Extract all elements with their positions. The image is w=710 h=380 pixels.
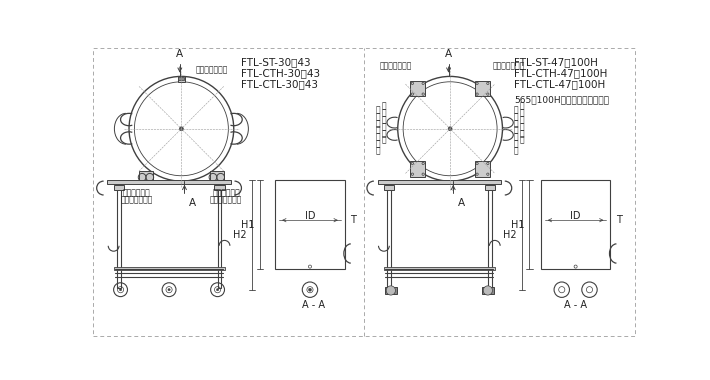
Text: 在: 在	[376, 112, 380, 121]
Text: ト: ト	[520, 108, 524, 117]
Bar	[114, 267, 224, 271]
Text: ト: ト	[381, 108, 386, 117]
Text: T: T	[350, 215, 356, 225]
Text: A - A: A - A	[564, 300, 587, 310]
Text: H2: H2	[233, 230, 247, 240]
Circle shape	[386, 286, 395, 295]
Text: A: A	[458, 198, 465, 208]
Text: H1: H1	[241, 220, 255, 230]
Circle shape	[168, 288, 170, 291]
Text: タ: タ	[513, 140, 518, 149]
Bar	[475, 81, 490, 97]
Text: FTL-ST-30～43: FTL-ST-30～43	[241, 57, 310, 67]
Text: パ: パ	[520, 122, 524, 131]
Bar	[384, 185, 394, 190]
Text: パ: パ	[381, 122, 386, 131]
Text: A: A	[189, 198, 196, 208]
Text: タ: タ	[376, 140, 380, 149]
Bar	[139, 171, 153, 182]
Bar	[410, 161, 425, 176]
Text: ス: ス	[381, 101, 386, 110]
Text: キ: キ	[376, 119, 380, 128]
Text: T: T	[616, 215, 621, 225]
Text: ID: ID	[570, 211, 581, 221]
Circle shape	[448, 127, 452, 131]
Text: ッ: ッ	[520, 115, 524, 124]
Text: ー: ー	[513, 147, 518, 155]
Text: 自: 自	[513, 105, 518, 114]
Circle shape	[180, 127, 183, 131]
Bar	[210, 171, 224, 182]
Bar	[387, 188, 391, 288]
Text: ャ: ャ	[513, 126, 518, 135]
Text: 在: 在	[513, 112, 518, 121]
Text: ャ: ャ	[376, 126, 380, 135]
Bar	[485, 185, 495, 190]
Text: A: A	[176, 49, 183, 59]
Text: 固定キャスター: 固定キャスター	[493, 61, 525, 70]
Bar	[541, 180, 611, 269]
Bar	[481, 287, 494, 294]
Circle shape	[119, 288, 121, 291]
Bar	[488, 188, 492, 288]
Text: ID: ID	[305, 211, 315, 221]
Text: ス: ス	[376, 133, 380, 142]
Text: FTL-CTL-30～43: FTL-CTL-30～43	[241, 79, 317, 89]
Bar	[114, 185, 124, 190]
Text: H1: H1	[510, 220, 524, 230]
Bar	[275, 180, 344, 269]
Text: FTL-CTL-47～100H: FTL-CTL-47～100H	[514, 79, 606, 89]
Text: ストッパー付: ストッパー付	[212, 189, 240, 198]
Circle shape	[217, 288, 219, 291]
Text: 付: 付	[381, 136, 386, 145]
Circle shape	[308, 288, 312, 291]
Text: 付: 付	[520, 136, 524, 145]
Text: ー: ー	[376, 147, 380, 155]
Text: ッ: ッ	[381, 115, 386, 124]
Text: ストッパー付: ストッパー付	[123, 189, 151, 198]
Text: A: A	[445, 49, 452, 59]
Text: FTL-ST-47～100H: FTL-ST-47～100H	[514, 57, 598, 67]
Bar	[214, 185, 224, 190]
Bar	[116, 188, 121, 288]
Text: キ: キ	[513, 119, 518, 128]
Text: H2: H2	[503, 230, 516, 240]
Bar	[410, 81, 425, 97]
Bar	[384, 267, 495, 271]
Text: ー: ー	[520, 129, 524, 138]
Text: A - A: A - A	[302, 300, 325, 310]
Text: FTL-CTH-47～100H: FTL-CTH-47～100H	[514, 68, 607, 78]
Bar	[475, 161, 490, 176]
Circle shape	[484, 286, 493, 295]
Text: 自在キャスター: 自在キャスター	[195, 66, 228, 75]
Text: 自在キャスター: 自在キャスター	[210, 196, 242, 205]
Text: 自: 自	[376, 105, 380, 114]
Bar	[107, 180, 231, 184]
Text: 565～100Hサイズは取っ手無し: 565～100Hサイズは取っ手無し	[514, 95, 609, 104]
Text: 自在キャスター: 自在キャスター	[121, 196, 153, 205]
Text: ス: ス	[520, 101, 524, 110]
Text: ス: ス	[513, 133, 518, 142]
Bar	[217, 188, 222, 288]
Bar	[385, 287, 397, 294]
Bar	[378, 180, 501, 184]
Bar	[178, 76, 185, 82]
Text: ー: ー	[381, 129, 386, 138]
Text: 固定キャスター: 固定キャスター	[379, 61, 412, 70]
Bar	[178, 77, 185, 80]
Text: FTL-CTH-30～43: FTL-CTH-30～43	[241, 68, 320, 78]
